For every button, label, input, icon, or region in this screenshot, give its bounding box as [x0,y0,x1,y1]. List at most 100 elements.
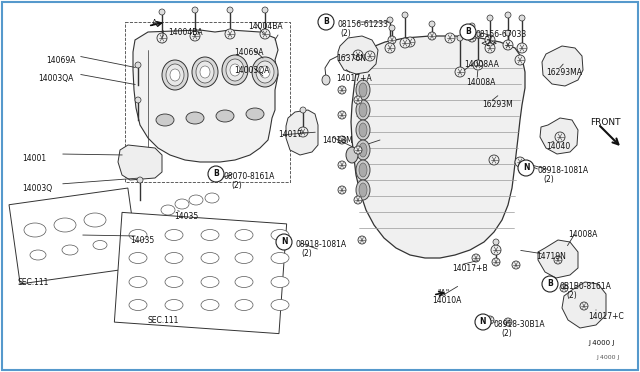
Circle shape [515,157,525,167]
Ellipse shape [129,253,147,263]
Circle shape [485,35,495,45]
Ellipse shape [359,123,367,137]
Circle shape [504,318,512,326]
Ellipse shape [30,250,46,260]
Text: B: B [323,17,329,26]
Ellipse shape [201,253,219,263]
Ellipse shape [256,61,274,83]
Text: 14017+B: 14017+B [452,264,488,273]
Text: (2): (2) [501,329,512,338]
Ellipse shape [165,276,183,288]
Ellipse shape [129,276,147,288]
Circle shape [473,60,483,70]
Circle shape [457,35,463,41]
Circle shape [276,234,292,250]
Text: 08156-61233: 08156-61233 [338,20,389,29]
Circle shape [300,107,306,113]
Circle shape [402,12,408,18]
Circle shape [225,29,235,39]
Ellipse shape [161,205,175,215]
Circle shape [468,34,476,42]
Ellipse shape [356,80,370,100]
Circle shape [560,284,568,292]
Polygon shape [133,30,278,162]
Circle shape [429,21,435,27]
Ellipse shape [359,163,367,177]
Circle shape [262,7,268,13]
Text: (2): (2) [543,175,554,184]
Ellipse shape [356,140,370,160]
Text: 14008AA: 14008AA [464,60,499,69]
Circle shape [580,302,588,310]
Ellipse shape [62,245,78,255]
Text: B: B [213,170,219,179]
Ellipse shape [24,223,46,237]
Circle shape [485,43,495,53]
Ellipse shape [252,57,278,87]
Text: N: N [523,164,529,173]
Text: B: B [547,279,553,289]
Circle shape [208,166,224,182]
Ellipse shape [260,66,270,78]
Text: 08918-1081A: 08918-1081A [295,240,346,249]
Text: 14003Q: 14003Q [22,184,52,193]
Ellipse shape [175,199,189,209]
Ellipse shape [322,75,330,85]
Ellipse shape [235,276,253,288]
Ellipse shape [359,103,367,117]
Circle shape [358,236,366,244]
Text: 14013M: 14013M [322,136,353,145]
Circle shape [298,127,308,137]
Text: (2): (2) [340,29,351,38]
Circle shape [338,186,346,194]
Ellipse shape [356,160,370,180]
Text: 14003QA: 14003QA [38,74,74,83]
Ellipse shape [205,193,219,203]
Circle shape [475,32,481,38]
Polygon shape [540,118,578,154]
Text: N: N [480,317,486,327]
Ellipse shape [129,230,147,241]
Text: SEC.111: SEC.111 [18,278,49,287]
Ellipse shape [93,241,107,250]
Circle shape [159,9,165,15]
Circle shape [503,40,513,50]
Circle shape [338,86,346,94]
Ellipse shape [162,60,188,90]
Text: A: A [152,19,157,29]
Circle shape [555,132,565,142]
Circle shape [505,30,511,36]
Circle shape [487,15,493,21]
Circle shape [518,160,534,176]
Circle shape [489,155,499,165]
Circle shape [512,261,520,269]
Text: 08918-30B1A: 08918-30B1A [494,320,546,329]
Text: 14017: 14017 [278,130,302,139]
Circle shape [190,31,200,41]
Circle shape [135,62,141,68]
Ellipse shape [84,213,106,227]
Text: (2): (2) [231,181,242,190]
Ellipse shape [235,253,253,263]
Polygon shape [562,282,606,328]
Text: 14010A: 14010A [432,296,461,305]
Circle shape [260,29,270,39]
Polygon shape [538,240,578,278]
Circle shape [354,146,362,154]
Text: 14004BA: 14004BA [248,22,283,31]
Text: 14008A: 14008A [466,78,495,87]
Text: J 4000 J: J 4000 J [588,340,614,346]
Text: <2>: <2> [480,39,497,48]
Ellipse shape [359,83,367,97]
Text: 14008A: 14008A [568,230,597,239]
Text: 14017+A: 14017+A [336,74,372,83]
Circle shape [472,254,480,262]
Circle shape [400,38,410,48]
Ellipse shape [196,61,214,83]
Circle shape [157,33,167,43]
Ellipse shape [356,120,370,140]
Circle shape [354,196,362,204]
Circle shape [491,245,501,255]
Circle shape [389,25,395,31]
Circle shape [428,32,436,40]
